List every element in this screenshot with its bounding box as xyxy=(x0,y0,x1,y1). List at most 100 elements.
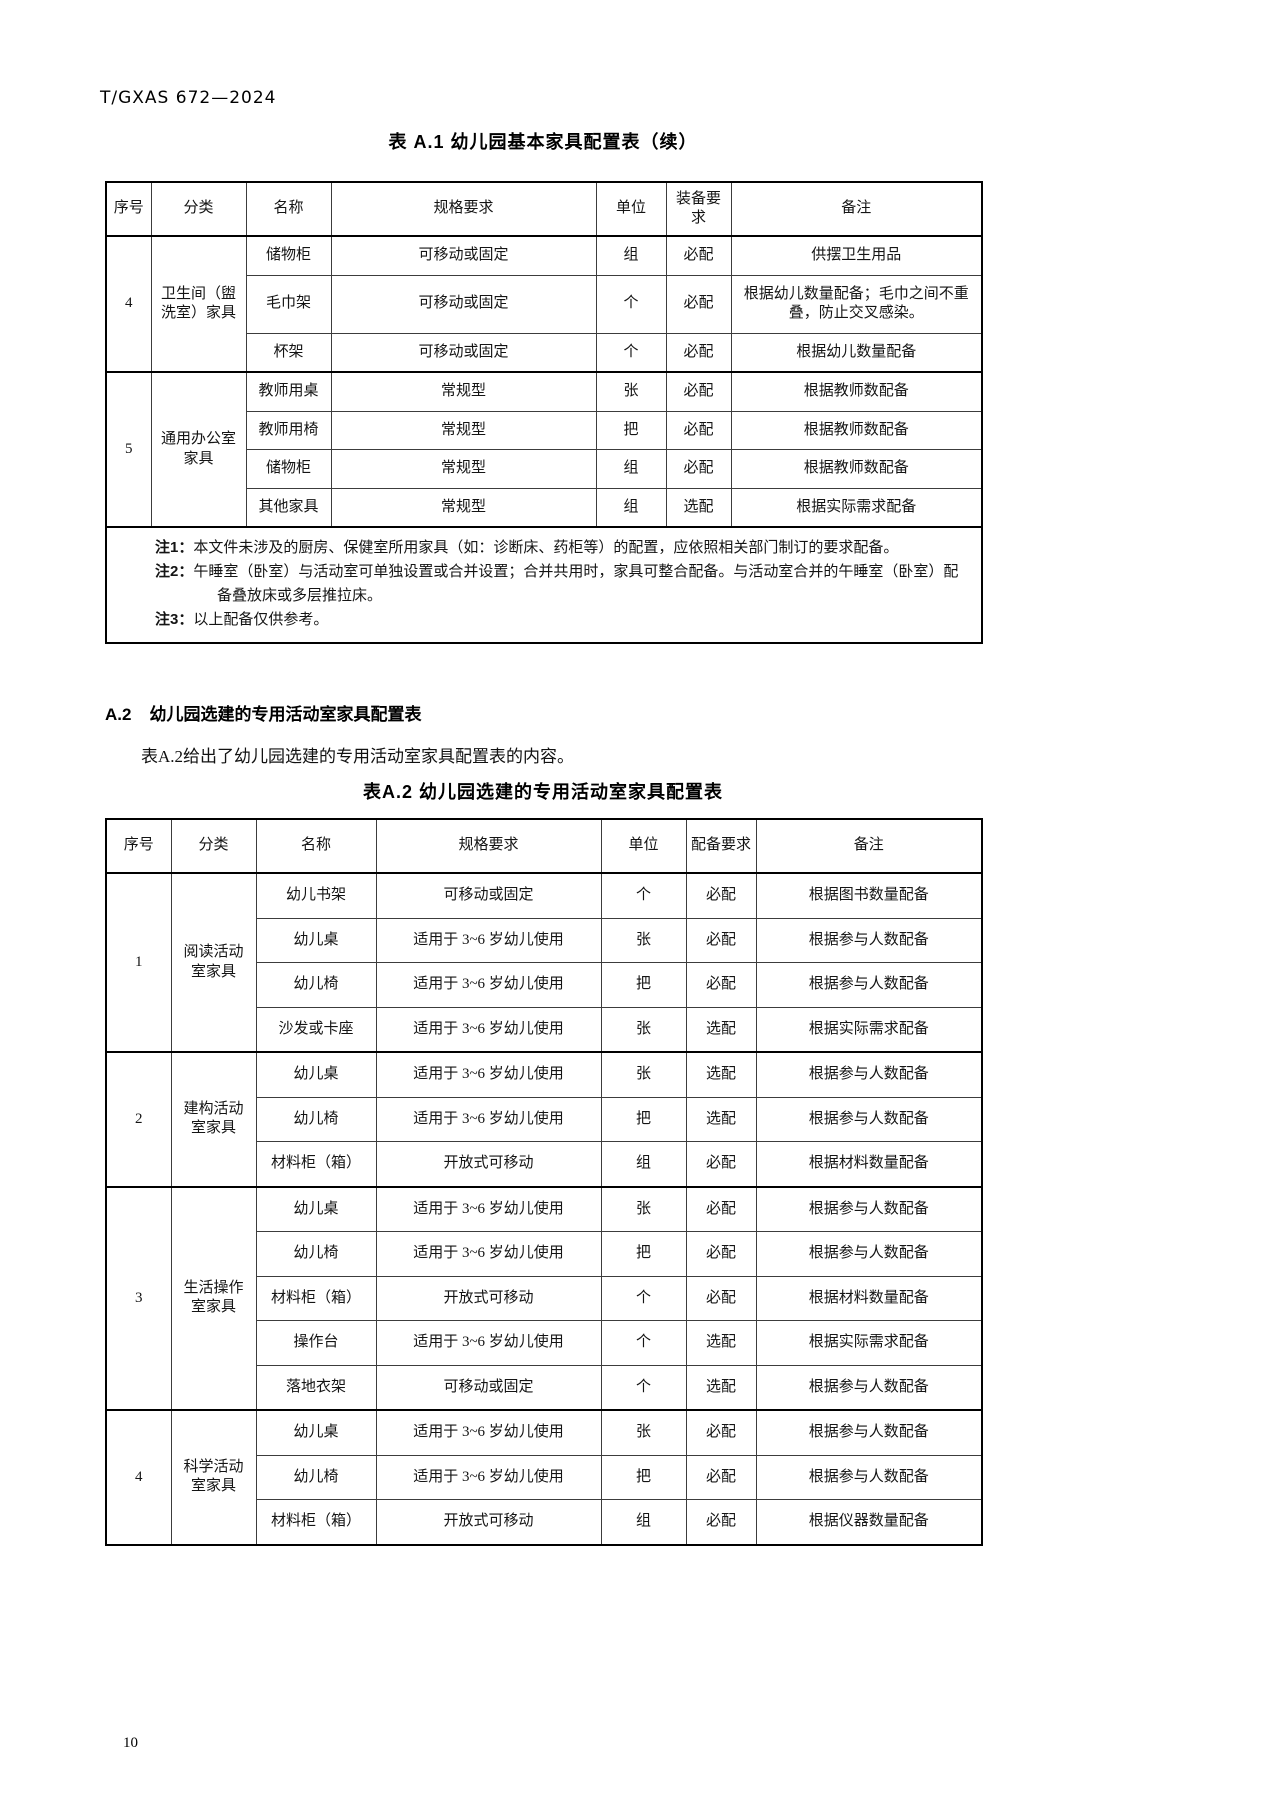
table-row: 幼儿椅 适用于 3~6 岁幼儿使用把选配 根据参与人数配备 xyxy=(106,1096,983,1142)
cell: 张 xyxy=(595,371,667,412)
cell: 幼儿椅 xyxy=(255,1231,377,1277)
section-a2-heading: A.2 幼儿园选建的专用活动室家具配置表 xyxy=(105,700,981,725)
column-header: 名称 xyxy=(255,818,377,874)
cell: 根据教师数配备 xyxy=(730,449,983,489)
cell: 必配 xyxy=(685,917,757,963)
cell: 适用于 3~6 岁幼儿使用 xyxy=(375,1185,602,1232)
cell: 适用于 3~6 岁幼儿使用 xyxy=(375,917,602,963)
cell: 个 xyxy=(595,332,667,373)
cell: 必配 xyxy=(685,1499,757,1545)
cell: 个 xyxy=(600,1320,687,1366)
cell: 根据参与人数配备 xyxy=(755,1364,983,1411)
table-row: 5 通用办公室家具 教师用桌 常规型张必配 根据教师数配备 xyxy=(105,371,983,528)
category-cell: 生活操作室家具 xyxy=(170,1185,257,1411)
cell: 根据幼儿数量配备；毛巾之间不重叠，防止交叉感染。 xyxy=(730,274,983,334)
cell: 必配 xyxy=(665,332,732,373)
cell: 幼儿桌 xyxy=(255,1051,377,1098)
cell: 沙发或卡座 xyxy=(255,1006,377,1053)
cell: 根据参与人数配备 xyxy=(755,1409,983,1456)
cell: 根据教师数配备 xyxy=(730,410,983,450)
column-header: 名称 xyxy=(245,181,332,237)
cell: 储物柜 xyxy=(245,449,332,489)
category-cell: 阅读活动室家具 xyxy=(170,872,257,1053)
category-cell: 建构活动室家具 xyxy=(170,1051,257,1187)
cell: 必配 xyxy=(665,371,732,412)
column-header: 备注 xyxy=(730,181,983,237)
section-number: A.2 xyxy=(105,705,132,724)
seq-cell: 5 xyxy=(105,371,152,528)
table-row: 幼儿椅 适用于 3~6 岁幼儿使用把必配 根据参与人数配备 xyxy=(106,1231,983,1277)
cell: 储物柜 xyxy=(245,235,332,276)
cell: 把 xyxy=(600,1454,687,1500)
table-row: 材料柜（箱） 开放式可移动组必配 根据材料数量配备 xyxy=(106,1141,983,1187)
column-header: 单位 xyxy=(600,818,687,874)
cell: 幼儿椅 xyxy=(255,1454,377,1500)
cell: 材料柜（箱） xyxy=(255,1275,377,1321)
table-row: 杯架 可移动或固定个必配 根据幼儿数量配备 xyxy=(106,332,983,373)
cell: 选配 xyxy=(685,1051,757,1098)
column-header: 规格要求 xyxy=(330,181,597,237)
cell: 组 xyxy=(600,1141,687,1187)
cell: 根据实际需求配备 xyxy=(730,487,983,528)
note: 注2：午睡室（卧室）与活动室可单独设置或合并设置；合并共用时，家具可整合配备。与… xyxy=(155,563,959,604)
cell: 根据参与人数配备 xyxy=(755,1051,983,1098)
cell: 开放式可移动 xyxy=(375,1499,602,1545)
cell: 可移动或固定 xyxy=(330,235,597,276)
cell: 根据实际需求配备 xyxy=(755,1320,983,1366)
cell: 选配 xyxy=(685,1006,757,1053)
cell: 根据参与人数配备 xyxy=(755,1185,983,1232)
cell: 根据材料数量配备 xyxy=(755,1141,983,1187)
table-row: 幼儿椅 适用于 3~6 岁幼儿使用把必配 根据参与人数配备 xyxy=(106,1454,983,1500)
table-row: 幼儿桌 适用于 3~6 岁幼儿使用张必配 根据参与人数配备 xyxy=(106,917,983,963)
cell: 根据参与人数配备 xyxy=(755,917,983,963)
cell: 根据幼儿数量配备 xyxy=(730,332,983,373)
cell: 根据材料数量配备 xyxy=(755,1275,983,1321)
cell: 适用于 3~6 岁幼儿使用 xyxy=(375,962,602,1008)
table-row: 操作台 适用于 3~6 岁幼儿使用个选配 根据实际需求配备 xyxy=(106,1320,983,1366)
cell: 张 xyxy=(600,1051,687,1098)
cell: 组 xyxy=(595,449,667,489)
table-row: 4 卫生间（盥洗室）家具 储物柜 可移动或固定组必配 供摆卫生用品 xyxy=(105,235,983,373)
cell: 常规型 xyxy=(330,449,597,489)
cell: 必配 xyxy=(685,872,757,919)
cell: 教师用椅 xyxy=(245,410,332,450)
table-row: 1 阅读活动室家具 幼儿书架 可移动或固定个必配 根据图书数量配备 xyxy=(105,872,983,1053)
cell: 幼儿桌 xyxy=(255,917,377,963)
cell: 材料柜（箱） xyxy=(255,1141,377,1187)
cell: 根据参与人数配备 xyxy=(755,1096,983,1142)
seq-cell: 1 xyxy=(105,872,172,1053)
cell: 组 xyxy=(595,235,667,276)
cell: 根据实际需求配备 xyxy=(755,1006,983,1053)
cell: 适用于 3~6 岁幼儿使用 xyxy=(375,1231,602,1277)
cell: 选配 xyxy=(665,487,732,528)
cell: 开放式可移动 xyxy=(375,1141,602,1187)
cell: 个 xyxy=(600,872,687,919)
cell: 必配 xyxy=(685,1409,757,1456)
cell: 个 xyxy=(600,1364,687,1411)
cell: 适用于 3~6 岁幼儿使用 xyxy=(375,1006,602,1053)
cell: 教师用桌 xyxy=(245,371,332,412)
cell: 选配 xyxy=(685,1364,757,1411)
column-header: 备注 xyxy=(755,818,983,874)
cell: 把 xyxy=(595,410,667,450)
note-label: 注2： xyxy=(155,563,194,581)
cell: 适用于 3~6 岁幼儿使用 xyxy=(375,1051,602,1098)
page-number: 10 xyxy=(123,1735,138,1751)
cell: 把 xyxy=(600,1096,687,1142)
column-header: 规格要求 xyxy=(375,818,602,874)
cell: 必配 xyxy=(665,235,732,276)
cell: 可移动或固定 xyxy=(375,872,602,919)
cell: 根据参与人数配备 xyxy=(755,1231,983,1277)
cell: 幼儿桌 xyxy=(255,1185,377,1232)
cell: 必配 xyxy=(685,1231,757,1277)
cell: 根据参与人数配备 xyxy=(755,962,983,1008)
seq-cell: 4 xyxy=(105,1409,172,1545)
column-header: 装备要求 xyxy=(665,181,732,237)
cell: 必配 xyxy=(685,962,757,1008)
cell: 幼儿书架 xyxy=(255,872,377,919)
cell: 根据教师数配备 xyxy=(730,371,983,412)
cell: 组 xyxy=(595,487,667,528)
table-row: 其他家具 常规型组选配 根据实际需求配备 xyxy=(106,487,983,528)
cell: 适用于 3~6 岁幼儿使用 xyxy=(375,1454,602,1500)
